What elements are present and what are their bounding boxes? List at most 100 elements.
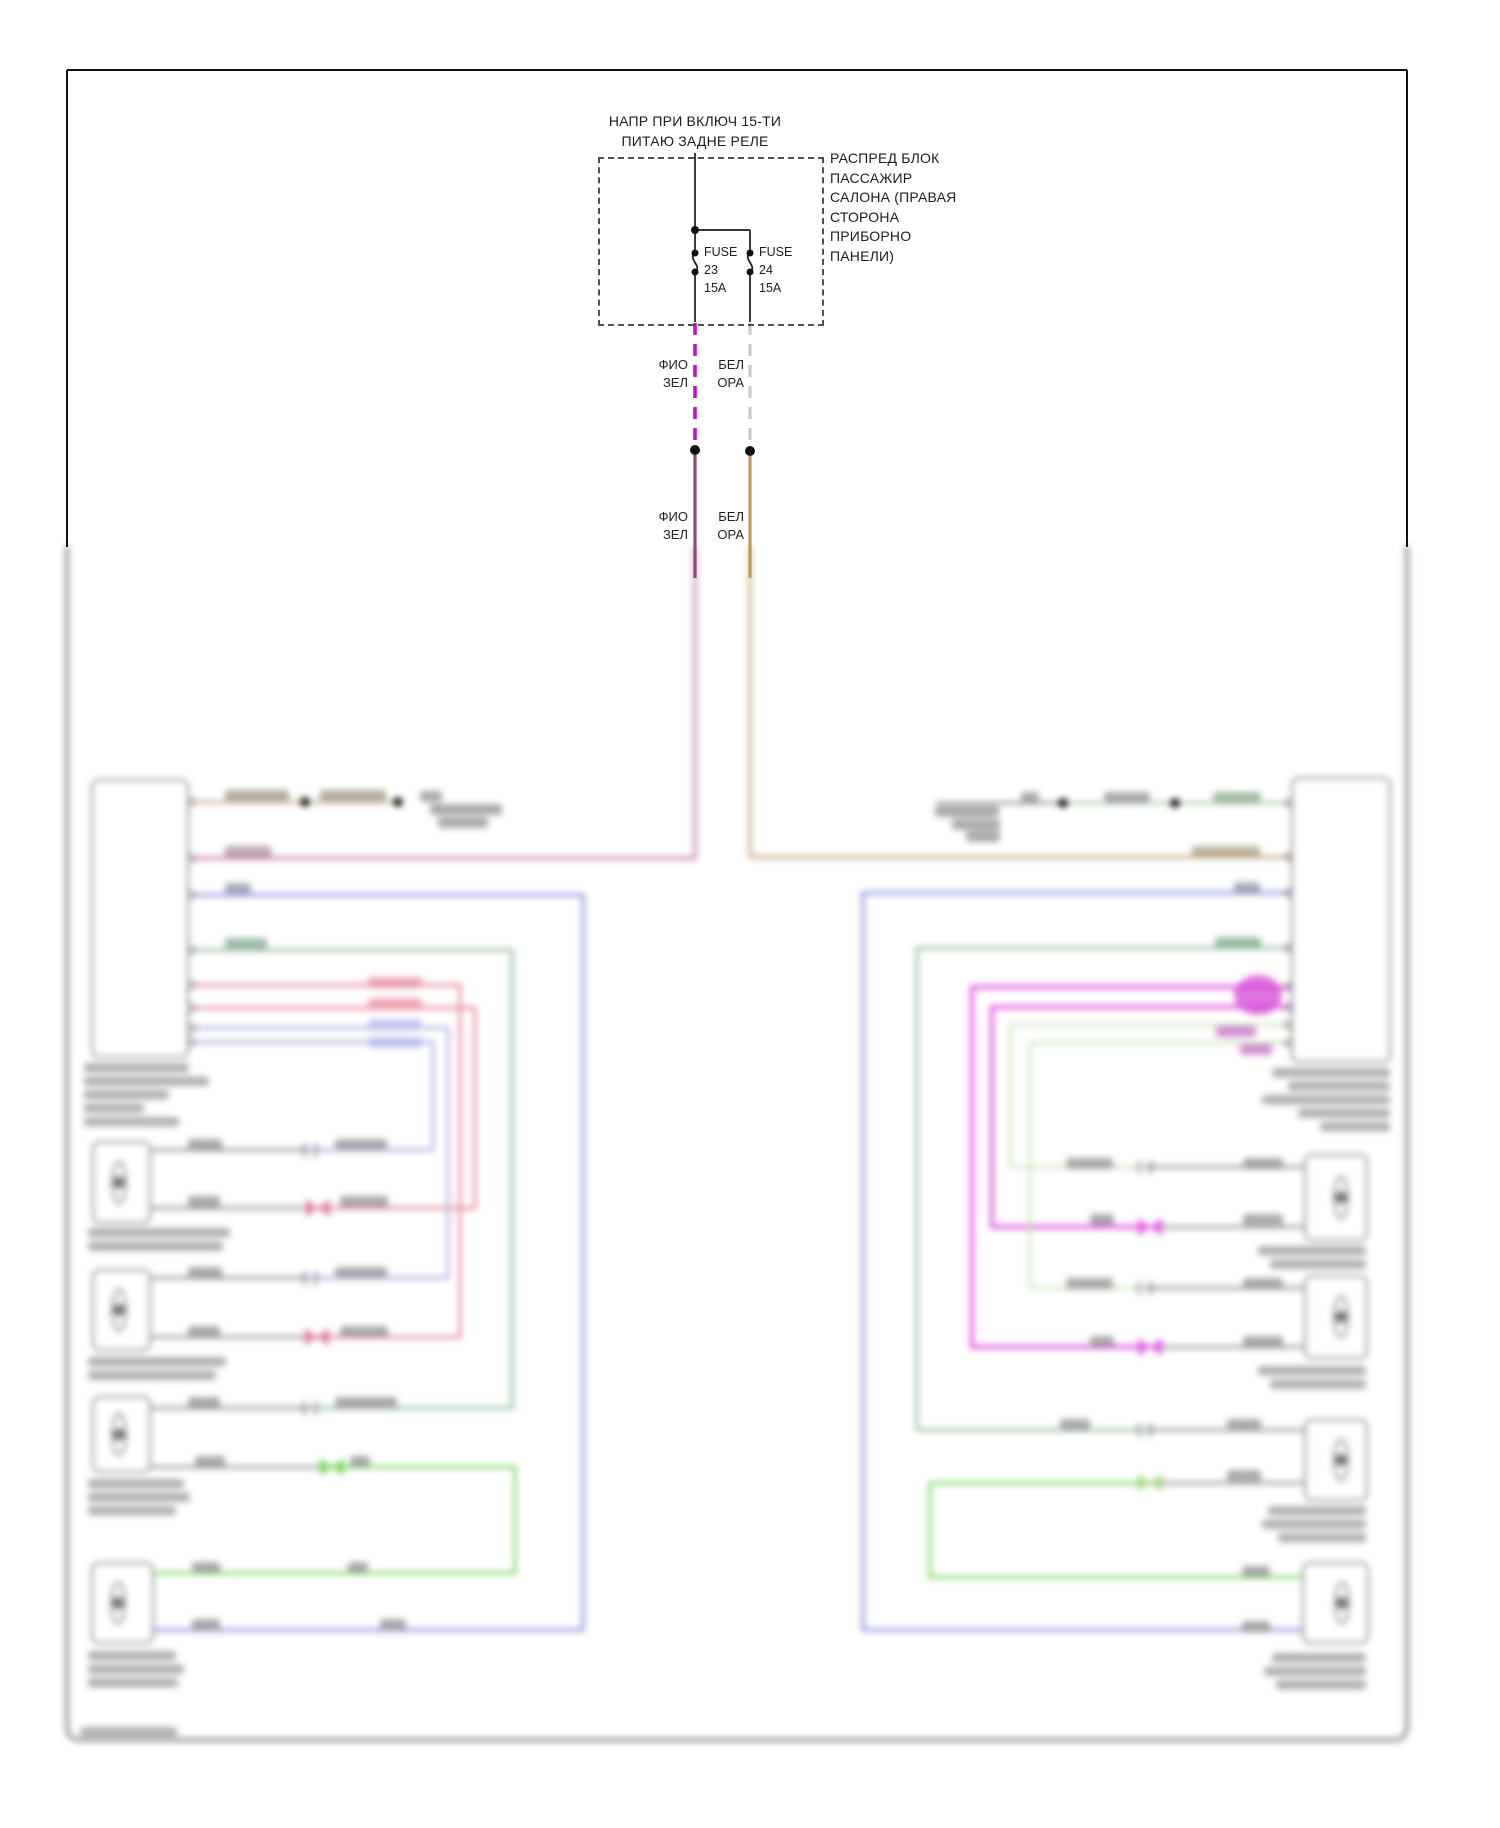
inline-splice — [320, 1458, 332, 1476]
wire-color-line: ФИО — [658, 357, 688, 372]
power-feed-group — [66, 69, 1408, 578]
pin-chevron — [187, 796, 198, 808]
blurred-caption-line — [1270, 1259, 1366, 1269]
fuse-23-label: FUSE 23 15A — [704, 243, 737, 297]
blurred-label — [966, 831, 1000, 842]
wire — [191, 948, 514, 1410]
wire-color-label-violet-upper: ФИО ЗЕЛ — [608, 356, 688, 391]
blurred-label — [368, 977, 422, 988]
blurred-label — [1243, 1214, 1283, 1225]
blurred-caption-line — [88, 1492, 190, 1502]
blurred-caption-line — [88, 1370, 216, 1380]
power-source-label: НАПР ПРИ ВКЛЮЧ 15-ТИ ПИТАЮ ЗАДНЕ РЕЛЕ — [560, 111, 830, 151]
blurred-caption-line — [1278, 1533, 1366, 1543]
wire-color-line: ЗЕЛ — [662, 374, 688, 390]
blurred-caption-line — [88, 1228, 230, 1238]
pin-chevron — [1282, 851, 1293, 863]
wire — [970, 985, 1294, 1349]
connector-mark — [302, 1270, 307, 1286]
wire — [861, 891, 1307, 1632]
blurred-caption-line — [1272, 1653, 1366, 1663]
motor-symbol-core — [113, 1176, 125, 1189]
wire — [748, 546, 1294, 859]
motor-symbol-core — [1335, 1311, 1347, 1323]
pin-chevron — [1282, 981, 1293, 993]
wire — [191, 546, 697, 860]
blurred-label — [1060, 1419, 1090, 1430]
blurred-label — [1243, 1336, 1283, 1347]
inline-splice — [332, 1458, 344, 1476]
pin-chevron — [1282, 887, 1293, 899]
wire-color-line: ЗЕЛ — [662, 526, 688, 542]
pin-chevron — [1282, 1019, 1293, 1031]
blurred-caption-line — [1276, 1680, 1366, 1690]
blurred-label — [195, 1456, 225, 1467]
fuse-block-label-line: ПАССАЖИР — [830, 169, 913, 186]
pin-chevron — [1282, 942, 1293, 954]
blurred-label — [368, 998, 422, 1009]
wire — [151, 893, 585, 1632]
blurred-caption-line — [84, 1103, 144, 1113]
splice-dot — [393, 797, 403, 807]
blurred-caption-line — [88, 1357, 226, 1367]
blurred-label — [192, 1619, 220, 1630]
blurred-label — [952, 819, 1000, 830]
blurred-label — [1213, 792, 1261, 803]
blurred-label — [225, 790, 289, 801]
fuse-block-label-line: РАСПРЕД БЛОК — [830, 150, 940, 166]
fuse-block-dashed-box — [598, 157, 824, 326]
blurred-label — [225, 883, 251, 894]
inline-splice — [318, 1199, 330, 1217]
wire — [928, 1481, 1305, 1579]
inline-splice — [1138, 1338, 1150, 1356]
inline-splice — [1138, 1218, 1150, 1236]
blurred-label — [368, 1037, 422, 1048]
blurred-label — [368, 1019, 422, 1030]
wire-color-line: БЕЛ — [718, 357, 744, 372]
motor-symbol-core — [1336, 1597, 1348, 1609]
blurred-label — [1227, 1419, 1261, 1430]
wire — [191, 983, 462, 1339]
fuse-terminal-dot — [691, 268, 699, 276]
fuse-23-number: 23 — [704, 263, 718, 277]
blurred-caption-line — [88, 1651, 176, 1661]
blurred-label — [935, 806, 999, 817]
blurred-caption-line — [84, 1117, 179, 1127]
blurred-label — [438, 817, 488, 828]
blurred-label — [188, 1139, 222, 1150]
pin-chevron — [1282, 1001, 1293, 1013]
splice-dot — [1058, 798, 1068, 808]
blurred-label — [1243, 1158, 1283, 1169]
splice-dot — [300, 797, 310, 807]
fuse-24-label: FUSE 24 15A — [759, 243, 792, 297]
switch-module-box — [1290, 776, 1392, 1064]
junction-dot — [691, 226, 699, 234]
blurred-label — [340, 1326, 388, 1337]
blurred-caption-line — [84, 1090, 169, 1100]
splice-dot — [690, 445, 700, 455]
pin-chevron — [187, 852, 198, 864]
pin-chevron — [187, 1002, 198, 1014]
fuse-block-label-line: ПРИБОРНО — [830, 228, 912, 244]
connector-mark — [1148, 1422, 1153, 1438]
pin-chevron — [187, 944, 198, 956]
fuse-24-name: FUSE — [759, 245, 793, 259]
blurred-label — [1243, 1278, 1283, 1289]
blurred-label — [1090, 1336, 1114, 1347]
connector-mark — [302, 1142, 307, 1158]
inline-splice — [317, 1328, 329, 1346]
blurred-caption-line — [1270, 1379, 1366, 1389]
blurred-caption-line — [1258, 1246, 1366, 1256]
blurred-label — [1021, 792, 1039, 803]
connector-mark — [1148, 1280, 1153, 1296]
wire — [191, 1006, 477, 1210]
blurred-caption-line — [1272, 1068, 1390, 1078]
blurred-caption-line — [1264, 1666, 1366, 1676]
power-source-label-line1: НАПР ПРИ ВКЛЮЧ 15-ТИ — [608, 113, 782, 129]
wire — [990, 1005, 1294, 1229]
blurred-caption-line — [1320, 1122, 1390, 1132]
blurred-label — [188, 1397, 220, 1408]
connector-mark — [313, 1142, 318, 1158]
blurred-caption-line — [84, 1063, 189, 1073]
